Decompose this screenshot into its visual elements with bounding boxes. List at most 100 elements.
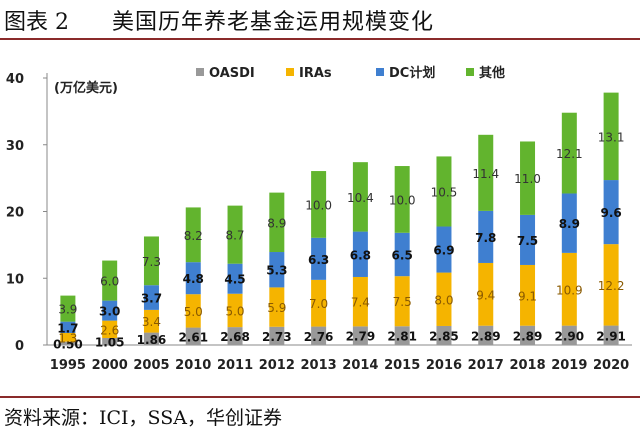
bar-segment: [603, 92, 619, 181]
bar-segment: [102, 300, 118, 321]
bar-segment: [311, 326, 327, 345]
legend-label: 其他: [479, 65, 505, 81]
data-label: 3.7: [141, 292, 162, 306]
data-label: 6.5: [392, 248, 413, 262]
data-label: 5.9: [267, 301, 286, 315]
bar-segment: [185, 294, 201, 328]
data-label: 9.6: [600, 206, 621, 220]
bar-segment: [102, 320, 118, 338]
bar-segment: [436, 325, 452, 345]
data-label: 9.1: [518, 289, 537, 303]
legend-swatch: [196, 68, 204, 76]
bar-segment: [352, 231, 368, 277]
bar-segment: [185, 262, 201, 295]
x-tick-label: 2011: [217, 358, 253, 373]
x-tick-label: 2015: [384, 358, 420, 373]
data-label: 10.0: [305, 198, 332, 212]
x-tick-label: 2019: [551, 358, 587, 373]
figure-title: 美国历年养老基金运用规模变化: [112, 10, 435, 35]
bar-segment: [143, 285, 159, 310]
footer-rule: [0, 396, 640, 398]
x-tick-label: 2005: [133, 358, 169, 373]
data-label: 10.9: [556, 283, 583, 297]
data-label: 2.61: [178, 330, 208, 344]
data-label: 10.0: [389, 193, 416, 207]
data-label: 1.05: [95, 335, 125, 349]
bar-segment: [394, 326, 410, 345]
data-label: 2.79: [346, 330, 376, 344]
bar-segment: [352, 162, 368, 232]
x-tick-label: 1995: [50, 358, 86, 373]
data-label: 11.4: [472, 167, 499, 181]
data-label: 2.91: [596, 329, 626, 343]
bar-segment: [269, 287, 285, 327]
data-label: 8.7: [225, 229, 244, 243]
data-label: 2.90: [555, 329, 585, 343]
bar-segment: [311, 171, 327, 238]
data-label: 1.3: [58, 331, 77, 345]
bar-segment: [561, 325, 577, 345]
x-tick-label: 2000: [92, 358, 128, 373]
header-rule: [0, 38, 640, 40]
legend-swatch: [376, 68, 384, 76]
bar-segment: [60, 341, 76, 345]
data-label: 7.5: [393, 295, 412, 309]
bar-segment: [102, 337, 118, 345]
x-tick-label: 2012: [259, 358, 295, 373]
y-tick-label: 10: [6, 272, 24, 287]
bar-segment: [394, 276, 410, 327]
bar-segment: [603, 325, 619, 345]
bar-segment: [520, 325, 536, 345]
data-label: 7.4: [351, 296, 370, 310]
bar-segment: [561, 112, 577, 194]
data-label: 6.3: [308, 253, 329, 267]
data-label: 4.5: [224, 273, 245, 287]
data-label: 2.6: [100, 323, 119, 337]
bar-segment: [478, 325, 494, 345]
data-label: 2.68: [220, 330, 250, 344]
data-label: 1.7: [57, 321, 78, 335]
data-label: 8.0: [434, 293, 453, 307]
bar-segment: [269, 326, 285, 345]
bar-segment: [520, 264, 536, 326]
x-tick-label: 2014: [342, 358, 378, 373]
data-label: 2.76: [304, 330, 334, 344]
bar-segment: [478, 134, 494, 211]
data-label: 2.73: [262, 330, 292, 344]
bar-segment: [394, 232, 410, 277]
data-label: 6.8: [350, 248, 371, 262]
figure-number: 图表 2: [4, 10, 69, 35]
data-label: 2.85: [429, 329, 459, 343]
bar-segment: [185, 327, 201, 345]
bar-segment: [603, 244, 619, 326]
y-unit-label: (万亿美元): [54, 80, 118, 96]
bar-segment: [227, 263, 243, 294]
bar-segment: [269, 192, 285, 253]
x-tick-label: 2013: [301, 358, 337, 373]
bar-segment: [227, 205, 243, 264]
x-tick-label: 2017: [468, 358, 504, 373]
data-label: 8.9: [559, 217, 580, 231]
data-label: 10.5: [431, 185, 458, 199]
bar-segment: [436, 272, 452, 326]
bar-segment: [520, 141, 536, 215]
data-label: 5.0: [184, 305, 203, 319]
bar-segment: [352, 326, 368, 345]
bar-segment: [436, 156, 452, 227]
bar-segment: [269, 252, 285, 288]
bar-segment: [520, 214, 536, 265]
y-tick-label: 0: [15, 339, 24, 354]
data-label: 8.2: [184, 229, 203, 243]
y-tick-label: 30: [6, 139, 24, 154]
bar-segment: [60, 321, 76, 333]
data-label: 12.1: [556, 147, 583, 161]
bar-segment: [60, 332, 76, 342]
bar-segment: [185, 207, 201, 263]
data-label: 8.9: [267, 216, 286, 230]
legend-label: IRAs: [299, 66, 332, 81]
bar-segment: [352, 276, 368, 327]
data-label: 2.89: [513, 329, 543, 343]
bar-segment: [102, 260, 118, 301]
data-label: 3.0: [99, 305, 120, 319]
